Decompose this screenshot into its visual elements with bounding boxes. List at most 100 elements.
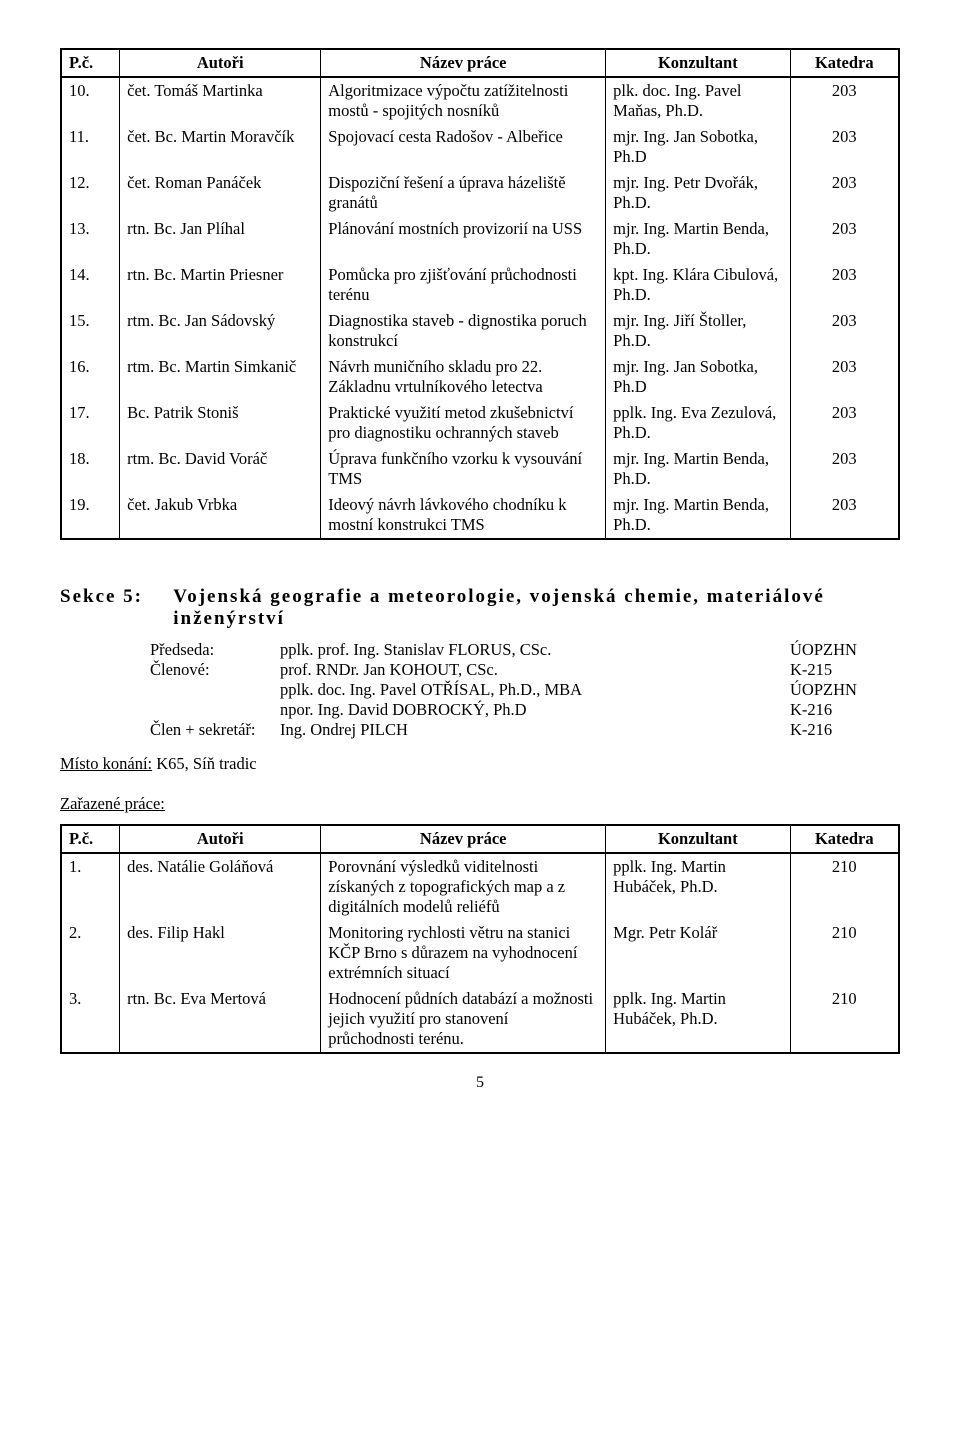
cell-title: Diagnostika staveb - dignostika poruch k… — [321, 308, 606, 354]
col-num-header: P.č. — [61, 825, 120, 853]
cell-dept: 203 — [790, 354, 899, 400]
cell-dept: 203 — [790, 446, 899, 492]
cell-dept: 203 — [790, 216, 899, 262]
table-row: 12.čet. Roman PanáčekDispoziční řešení a… — [61, 170, 899, 216]
table-header-row: P.č. Autoři Název práce Konzultant Kated… — [61, 825, 899, 853]
location-line: Místo konání: K65, Síň tradic — [60, 754, 900, 774]
committee-role — [60, 700, 280, 720]
committee-row: pplk. doc. Ing. Pavel OTŘÍSAL, Ph.D., MB… — [60, 680, 900, 700]
cell-author: rtm. Bc. David Voráč — [120, 446, 321, 492]
col-title-header: Název práce — [321, 49, 606, 77]
table-row: 19.čet. Jakub VrbkaIdeový návrh lávkovéh… — [61, 492, 899, 539]
cell-num: 14. — [61, 262, 120, 308]
committee-row: Člen + sekretář:Ing. Ondrej PILCHK-216 — [60, 720, 900, 740]
cell-author: čet. Jakub Vrbka — [120, 492, 321, 539]
table-row: 13.rtn. Bc. Jan PlíhalPlánování mostních… — [61, 216, 899, 262]
cell-num: 11. — [61, 124, 120, 170]
cell-consultant: mjr. Ing. Martin Benda, Ph.D. — [606, 216, 790, 262]
cell-author: čet. Bc. Martin Moravčík — [120, 124, 321, 170]
committee-row: npor. Ing. David DOBROCKÝ, Ph.DK-216 — [60, 700, 900, 720]
cell-title: Ideový návrh lávkového chodníku k mostní… — [321, 492, 606, 539]
cell-title: Praktické využití metod zkušebnictví pro… — [321, 400, 606, 446]
cell-author: čet. Tomáš Martinka — [120, 77, 321, 124]
table-row: 1.des. Natálie GoláňováPorovnání výsledk… — [61, 853, 899, 920]
table-row: 18.rtm. Bc. David VoráčÚprava funkčního … — [61, 446, 899, 492]
cell-consultant: Mgr. Petr Kolář — [606, 920, 790, 986]
cell-dept: 203 — [790, 262, 899, 308]
committee-row: Členové:prof. RNDr. Jan KOHOUT, CSc.K-21… — [60, 660, 900, 680]
cell-consultant: mjr. Ing. Martin Benda, Ph.D. — [606, 492, 790, 539]
col-auth-header: Autoři — [120, 49, 321, 77]
cell-dept: 203 — [790, 400, 899, 446]
cell-title: Pomůcka pro zjišťování průchodnosti teré… — [321, 262, 606, 308]
cell-dept: 210 — [790, 853, 899, 920]
cell-consultant: pplk. Ing. Martin Hubáček, Ph.D. — [606, 853, 790, 920]
col-cons-header: Konzultant — [606, 49, 790, 77]
col-dept-header: Katedra — [790, 49, 899, 77]
col-cons-header: Konzultant — [606, 825, 790, 853]
cell-author: Bc. Patrik Stoniš — [120, 400, 321, 446]
committee-name: prof. RNDr. Jan KOHOUT, CSc. — [280, 660, 790, 680]
cell-consultant: plk. doc. Ing. Pavel Maňas, Ph.D. — [606, 77, 790, 124]
cell-dept: 210 — [790, 920, 899, 986]
cell-author: čet. Roman Panáček — [120, 170, 321, 216]
cell-consultant: mjr. Ing. Jiří Štoller, Ph.D. — [606, 308, 790, 354]
col-dept-header: Katedra — [790, 825, 899, 853]
cell-consultant: mjr. Ing. Martin Benda, Ph.D. — [606, 446, 790, 492]
cell-num: 19. — [61, 492, 120, 539]
section-title: Vojenská geografie a meteorologie, vojen… — [173, 586, 900, 630]
col-num-header: P.č. — [61, 49, 120, 77]
cell-consultant: pplk. Ing. Martin Hubáček, Ph.D. — [606, 986, 790, 1053]
table-row: 16.rtm. Bc. Martin SimkaničNávrh muniční… — [61, 354, 899, 400]
cell-num: 13. — [61, 216, 120, 262]
committee-name: npor. Ing. David DOBROCKÝ, Ph.D — [280, 700, 790, 720]
committee-code: K-215 — [790, 660, 900, 680]
cell-num: 1. — [61, 853, 120, 920]
table-row: 14.rtn. Bc. Martin PriesnerPomůcka pro z… — [61, 262, 899, 308]
col-title-header: Název práce — [321, 825, 606, 853]
cell-num: 12. — [61, 170, 120, 216]
committee-role — [60, 680, 280, 700]
cell-title: Monitoring rychlosti větru na stanici KČ… — [321, 920, 606, 986]
table-row: 3.rtn. Bc. Eva MertováHodnocení půdních … — [61, 986, 899, 1053]
committee-role: Předseda: — [60, 640, 280, 660]
table-row: 11.čet. Bc. Martin MoravčíkSpojovací ces… — [61, 124, 899, 170]
cell-consultant: mjr. Ing. Petr Dvořák, Ph.D. — [606, 170, 790, 216]
cell-title: Spojovací cesta Radošov - Albeřice — [321, 124, 606, 170]
cell-title: Plánování mostních provizorií na USS — [321, 216, 606, 262]
cell-consultant: pplk. Ing. Eva Zezulová, Ph.D. — [606, 400, 790, 446]
cell-author: rtn. Bc. Eva Mertová — [120, 986, 321, 1053]
cell-num: 17. — [61, 400, 120, 446]
works-table-1: P.č. Autoři Název práce Konzultant Kated… — [60, 48, 900, 540]
cell-author: rtm. Bc. Martin Simkanič — [120, 354, 321, 400]
cell-author: des. Natálie Goláňová — [120, 853, 321, 920]
table-row: 2.des. Filip HaklMonitoring rychlosti vě… — [61, 920, 899, 986]
cell-title: Porovnání výsledků viditelnosti získanýc… — [321, 853, 606, 920]
cell-dept: 203 — [790, 308, 899, 354]
section-number-label: Sekce 5: — [60, 586, 173, 608]
committee-role: Členové: — [60, 660, 280, 680]
committee-code: K-216 — [790, 700, 900, 720]
cell-title: Algoritmizace výpočtu zatížitelnosti mos… — [321, 77, 606, 124]
committee-code: K-216 — [790, 720, 900, 740]
cell-dept: 203 — [790, 124, 899, 170]
location-label: Místo konání: — [60, 754, 152, 773]
cell-author: rtn. Bc. Jan Plíhal — [120, 216, 321, 262]
cell-author: rtm. Bc. Jan Sádovský — [120, 308, 321, 354]
section-5-block: Sekce 5: Vojenská geografie a meteorolog… — [60, 586, 900, 814]
cell-num: 3. — [61, 986, 120, 1053]
cell-consultant: mjr. Ing. Jan Sobotka, Ph.D — [606, 124, 790, 170]
committee-name: Ing. Ondrej PILCH — [280, 720, 790, 740]
included-works-label: Zařazené práce: — [60, 794, 900, 814]
col-auth-header: Autoři — [120, 825, 321, 853]
cell-num: 18. — [61, 446, 120, 492]
cell-author: des. Filip Hakl — [120, 920, 321, 986]
committee-role: Člen + sekretář: — [60, 720, 280, 740]
committee-name: pplk. doc. Ing. Pavel OTŘÍSAL, Ph.D., MB… — [280, 680, 790, 700]
works-table-2: P.č. Autoři Název práce Konzultant Kated… — [60, 824, 900, 1054]
section-heading-row: Sekce 5: Vojenská geografie a meteorolog… — [60, 586, 900, 630]
cell-num: 10. — [61, 77, 120, 124]
cell-dept: 203 — [790, 170, 899, 216]
cell-author: rtn. Bc. Martin Priesner — [120, 262, 321, 308]
committee-name: pplk. prof. Ing. Stanislav FLORUS, CSc. — [280, 640, 790, 660]
